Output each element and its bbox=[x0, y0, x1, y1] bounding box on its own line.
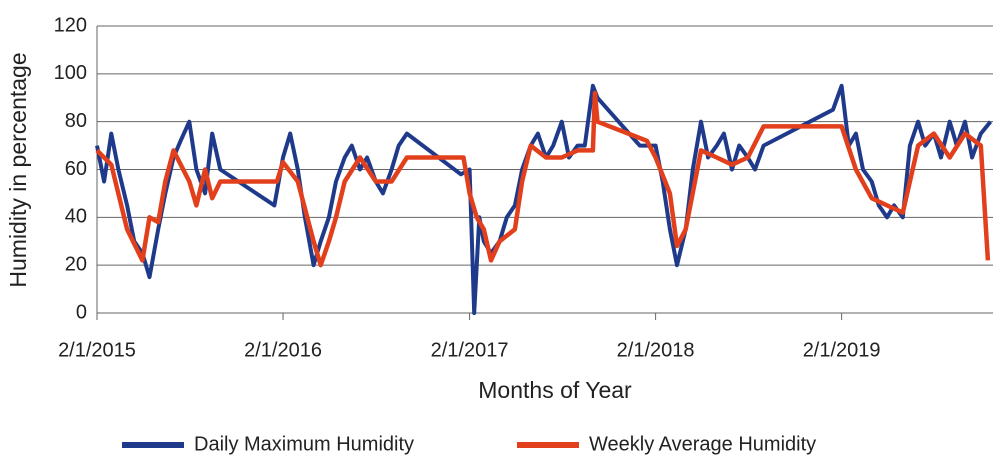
legend-label: Daily Maximum Humidity bbox=[194, 433, 414, 455]
y-axis-label: Humidity in percentage bbox=[5, 52, 31, 287]
x-tick-label: 2/1/2015 bbox=[58, 339, 136, 361]
x-tick-label: 2/1/2018 bbox=[617, 339, 695, 361]
y-tick-label: 80 bbox=[65, 110, 87, 132]
legend-label: Weekly Average Humidity bbox=[589, 433, 816, 455]
x-tick-label: 2/1/2019 bbox=[803, 339, 881, 361]
x-tick-label: 2/1/2017 bbox=[431, 339, 509, 361]
y-tick-label: 40 bbox=[65, 206, 87, 228]
y-tick-label: 20 bbox=[65, 253, 87, 275]
y-tick-label: 0 bbox=[76, 301, 87, 323]
y-tick-label: 120 bbox=[54, 14, 87, 36]
x-axis-label: Months of Year bbox=[478, 377, 632, 403]
y-tick-label: 60 bbox=[65, 158, 87, 180]
series-line bbox=[95, 83, 993, 315]
x-tick-label: 2/1/2016 bbox=[244, 339, 322, 361]
series-line bbox=[95, 90, 991, 268]
y-tick-label: 100 bbox=[54, 62, 87, 84]
